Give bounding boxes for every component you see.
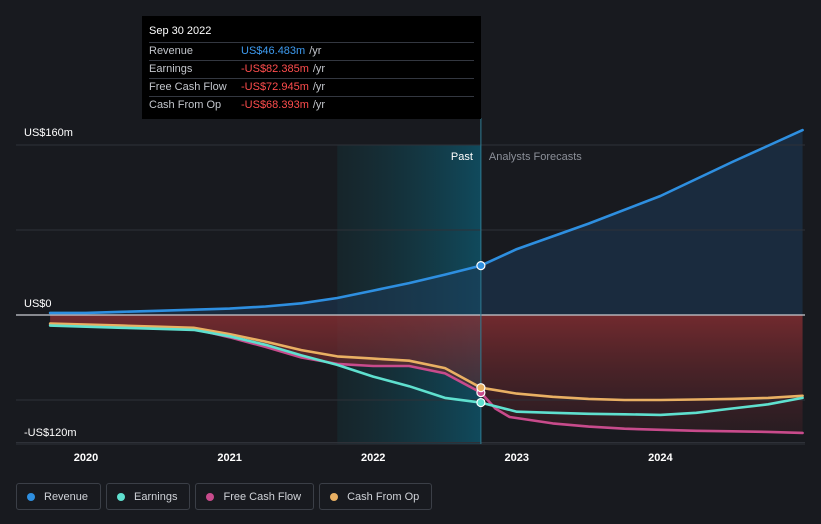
legend-label: Earnings bbox=[134, 490, 178, 503]
legend-item-cash-from-op[interactable]: Cash From Op bbox=[319, 483, 433, 510]
gridlines bbox=[16, 118, 805, 445]
marker-earnings bbox=[476, 397, 486, 408]
legend-item-free-cash-flow[interactable]: Free Cash Flow bbox=[195, 483, 315, 510]
legend: Revenue Earnings Free Cash Flow Cash Fro… bbox=[16, 483, 437, 510]
tooltip-row-cash-from-op: Cash From Op -US$68.393m /yr bbox=[149, 96, 474, 114]
tooltip-date: Sep 30 2022 bbox=[149, 25, 212, 37]
tooltip-label: Cash From Op bbox=[149, 99, 222, 111]
legend-dot-icon bbox=[117, 492, 126, 501]
tooltip-label: Earnings bbox=[149, 63, 193, 75]
legend-item-revenue[interactable]: Revenue bbox=[16, 483, 102, 510]
tooltip-value: -US$82.385m bbox=[241, 63, 309, 75]
past-label: Past bbox=[451, 151, 473, 163]
series-lines bbox=[48, 128, 804, 435]
negative-area bbox=[50, 315, 803, 433]
tooltip-label: Free Cash Flow bbox=[149, 81, 227, 93]
forecast-label: Analysts Forecasts bbox=[489, 151, 582, 163]
y-tick-label: US$160m bbox=[24, 127, 73, 139]
legend-dot-icon bbox=[330, 492, 339, 501]
legend-label: Free Cash Flow bbox=[223, 490, 302, 503]
series-markers bbox=[476, 260, 486, 408]
x-tick-label: 2023 bbox=[505, 452, 529, 464]
axis-labels: US$160m US$0 -US$120m 2020 2021 2022 2023 2024 P… bbox=[24, 127, 674, 464]
tooltip: Sep 30 2022 Revenue US$46.483m /yr Earni… bbox=[142, 16, 481, 119]
marker-cash-from-op bbox=[476, 383, 486, 393]
tooltip-unit: /yr bbox=[312, 99, 326, 111]
x-tick-label: 2024 bbox=[648, 452, 673, 464]
tooltip-unit: /yr bbox=[309, 45, 322, 57]
tooltip-unit: /yr bbox=[312, 63, 326, 75]
marker-revenue bbox=[476, 260, 486, 271]
legend-label: Cash From Op bbox=[347, 490, 420, 503]
tooltip-value: US$46.483m bbox=[241, 45, 306, 57]
legend-dot-icon bbox=[27, 492, 35, 501]
y-tick-label: -US$120m bbox=[24, 427, 77, 439]
series-line-revenue bbox=[48, 128, 804, 315]
area-fills bbox=[50, 130, 803, 433]
tooltip-value: -US$68.393m bbox=[241, 99, 309, 111]
series-line-earnings bbox=[48, 324, 804, 417]
x-tick-label: 2022 bbox=[361, 452, 385, 464]
x-tick-label: 2020 bbox=[74, 452, 98, 464]
tooltip-row-earnings: Earnings -US$82.385m /yr bbox=[149, 60, 474, 78]
revenue-area bbox=[50, 130, 803, 315]
y-tick-label: US$0 bbox=[24, 298, 52, 310]
tooltip-value: -US$72.945m bbox=[241, 81, 309, 93]
tooltip-row-free-cash-flow: Free Cash Flow -US$72.945m /yr bbox=[149, 78, 474, 96]
series-line-cash-from-op bbox=[48, 322, 804, 402]
tooltip-row-revenue: Revenue US$46.483m /yr bbox=[149, 42, 474, 60]
tooltip-label: Revenue bbox=[149, 45, 194, 57]
tooltip-unit: /yr bbox=[312, 81, 326, 93]
x-tick-label: 2021 bbox=[217, 452, 241, 464]
legend-item-earnings[interactable]: Earnings bbox=[106, 483, 191, 510]
legend-dot-icon bbox=[206, 492, 215, 501]
legend-label: Revenue bbox=[44, 490, 89, 503]
